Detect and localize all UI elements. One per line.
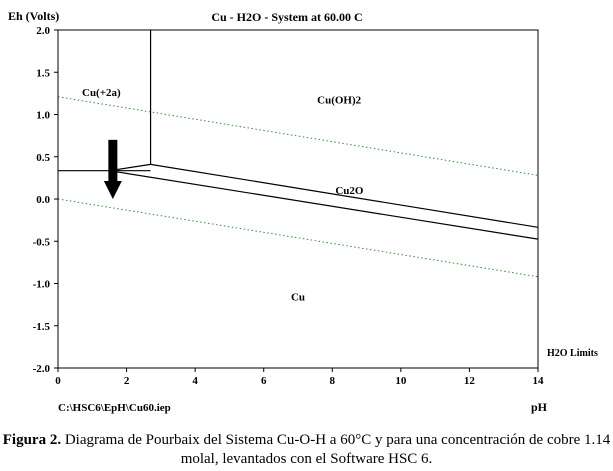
- h2o-limits-label: H2O Limits: [547, 348, 598, 359]
- figure-caption: Figura 2. Diagrama de Pourbaix del Siste…: [0, 431, 613, 469]
- phase-boundary-line: [109, 170, 539, 240]
- y-tick-label: 1.5: [36, 67, 50, 79]
- y-tick-label: -1.0: [33, 279, 51, 291]
- x-tick-label: 0: [55, 375, 61, 387]
- water-limit-line: [57, 198, 539, 278]
- pourbaix-chart: Cu - H2O - System at 60.00 C Eh (Volts) …: [8, 9, 598, 414]
- x-axis-label: pH: [531, 400, 548, 414]
- region-label-cu: Cu: [291, 291, 305, 303]
- y-tick-label: -0.5: [33, 236, 51, 248]
- file-path-label: C:\HSC6\EpH\Cu60.iep: [58, 402, 171, 414]
- arrow-head: [103, 181, 122, 199]
- y-tick-label: 0.0: [36, 194, 50, 206]
- plot-frame: [57, 29, 539, 369]
- x-tick-label: 14: [533, 375, 545, 387]
- chart-title: Cu - H2O - System at 60.00 C: [211, 10, 362, 24]
- water-limit-line: [57, 96, 539, 176]
- region-label-cu2o: Cu2O: [335, 185, 364, 197]
- arrow-shaft: [108, 139, 118, 181]
- caption-text: Diagrama de Pourbaix del Sistema Cu-O-H …: [64, 432, 611, 467]
- region-label-cu-2a: Cu(+2a): [82, 87, 121, 99]
- y-tick-label: 1.0: [36, 110, 50, 122]
- x-tick-label: 4: [192, 375, 198, 387]
- x-tick-label: 6: [261, 375, 267, 387]
- y-tick-label: 0.5: [36, 152, 50, 164]
- x-tick-label: 8: [330, 375, 336, 387]
- y-tick-label: 2.0: [36, 25, 50, 37]
- phase-boundary-line: [150, 163, 539, 228]
- caption-label: Figura 2.: [2, 432, 62, 448]
- x-tick-label: 10: [395, 375, 407, 387]
- y-tick-label: -2.0: [33, 363, 51, 375]
- y-tick-label: -1.5: [33, 321, 51, 333]
- y-axis-label: Eh (Volts): [8, 9, 59, 23]
- x-tick-label: 12: [464, 375, 476, 387]
- region-label-cu-oh-2: Cu(OH)2: [317, 95, 362, 107]
- x-tick-label: 2: [124, 375, 130, 387]
